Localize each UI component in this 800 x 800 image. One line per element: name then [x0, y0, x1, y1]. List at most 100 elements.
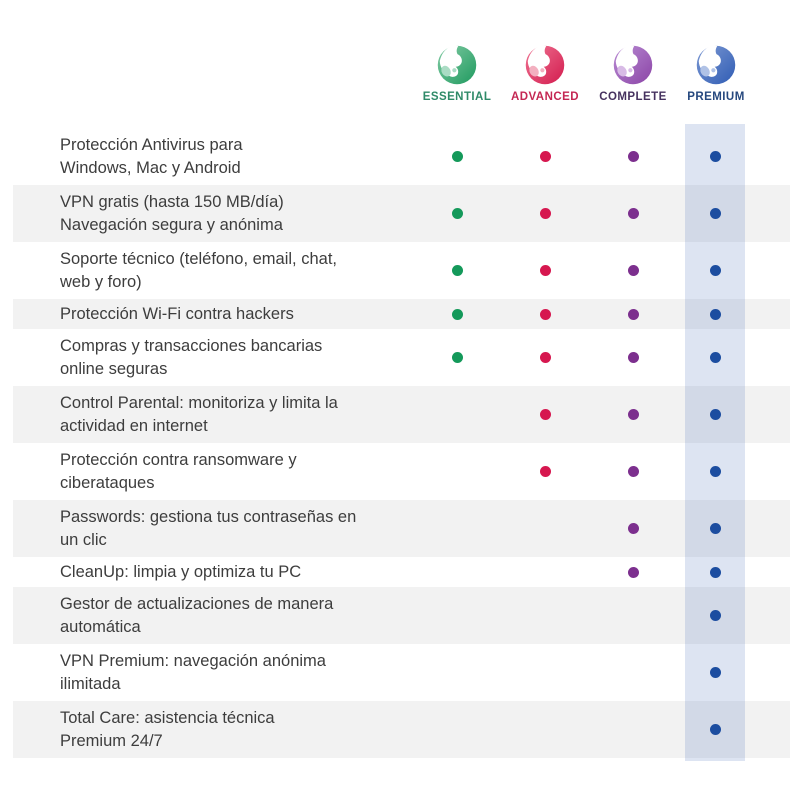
complete-cell — [589, 185, 677, 242]
table-row: Control Parental: monitoriza y limita la… — [13, 386, 790, 443]
table-row: Passwords: gestiona tus contraseñas en u… — [13, 500, 790, 557]
feature-label: Control Parental: monitoriza y limita la… — [60, 393, 338, 435]
panda-logo-blue-icon — [696, 45, 736, 85]
plan-column-complete: COMPLETE — [589, 44, 677, 103]
advanced-cell — [501, 587, 589, 644]
panda-logo-purple-icon — [613, 45, 653, 85]
advanced-cell — [501, 242, 589, 299]
feature-label: Total Care: asistencia técnica Premium 2… — [60, 708, 275, 750]
plan-name-complete: COMPLETE — [599, 91, 667, 103]
complete-cell — [589, 128, 677, 185]
premium-included-dot — [709, 523, 721, 534]
complete-cell — [589, 557, 677, 587]
essential-cell — [413, 443, 501, 500]
complete-included-dot — [627, 151, 639, 162]
complete-included-dot — [627, 265, 639, 276]
essential-cell — [413, 329, 501, 386]
essential-cell — [413, 587, 501, 644]
essential-cell — [413, 299, 501, 329]
table-row: CleanUp: limpia y optimiza tu PC — [13, 557, 790, 587]
premium-included-dot — [709, 724, 721, 735]
premium-included-dot — [709, 466, 721, 477]
essential-included-dot — [451, 208, 463, 219]
advanced-included-dot — [539, 151, 551, 162]
advanced-cell — [501, 386, 589, 443]
complete-included-dot — [627, 308, 639, 320]
panda-logo-red-icon — [525, 45, 565, 85]
feature-rows: Protección Antivirus para Windows, Mac y… — [13, 128, 790, 758]
plan-name-advanced: ADVANCED — [511, 91, 579, 103]
essential-included-dot — [451, 151, 463, 162]
complete-included-dot — [627, 523, 639, 534]
premium-cell — [677, 128, 753, 185]
premium-included-dot — [709, 566, 721, 578]
advanced-included-dot — [539, 466, 551, 477]
advanced-included-dot — [539, 409, 551, 420]
premium-included-dot — [709, 208, 721, 219]
advanced-cell — [501, 443, 589, 500]
premium-included-dot — [709, 667, 721, 678]
table-row: Gestor de actualizaciones de manera auto… — [13, 587, 790, 644]
advanced-cell — [501, 185, 589, 242]
table-row: VPN gratis (hasta 150 MB/día) Navegación… — [13, 185, 790, 242]
plan-name-premium: PREMIUM — [687, 91, 745, 103]
table-row: Total Care: asistencia técnica Premium 2… — [13, 701, 790, 758]
premium-cell — [677, 443, 753, 500]
feature-label: CleanUp: limpia y optimiza tu PC — [60, 562, 302, 581]
essential-cell — [413, 386, 501, 443]
plans-header: ESSENTIAL ADVANCED COMPLETE PREMIUM — [0, 44, 800, 116]
essential-cell — [413, 644, 501, 701]
complete-cell — [589, 386, 677, 443]
advanced-cell — [501, 299, 589, 329]
complete-included-dot — [627, 352, 639, 363]
premium-cell — [677, 242, 753, 299]
premium-included-dot — [709, 610, 721, 621]
premium-included-dot — [709, 308, 721, 320]
advanced-cell — [501, 701, 589, 758]
feature-label: Compras y transacciones bancarias online… — [60, 336, 323, 378]
complete-cell — [589, 443, 677, 500]
feature-label: Gestor de actualizaciones de manera auto… — [60, 594, 334, 636]
feature-label: Protección contra ransomware y ciberataq… — [60, 450, 297, 492]
complete-cell — [589, 644, 677, 701]
premium-cell — [677, 386, 753, 443]
table-row: Protección contra ransomware y ciberataq… — [13, 443, 790, 500]
premium-included-dot — [709, 265, 721, 276]
complete-included-dot — [627, 409, 639, 420]
complete-included-dot — [627, 566, 639, 578]
essential-cell — [413, 185, 501, 242]
feature-label: VPN gratis (hasta 150 MB/día) Navegación… — [60, 192, 284, 234]
premium-cell — [677, 701, 753, 758]
plan-name-essential: ESSENTIAL — [422, 91, 492, 103]
complete-included-dot — [627, 208, 639, 219]
premium-cell — [677, 587, 753, 644]
advanced-cell — [501, 329, 589, 386]
feature-label: Protección Wi-Fi contra hackers — [60, 304, 294, 323]
feature-label: Passwords: gestiona tus contraseñas en u… — [60, 507, 357, 549]
premium-cell — [677, 500, 753, 557]
plan-column-essential: ESSENTIAL — [413, 44, 501, 103]
premium-included-dot — [709, 409, 721, 420]
advanced-included-dot — [539, 352, 551, 363]
advanced-cell — [501, 128, 589, 185]
complete-cell — [589, 299, 677, 329]
complete-cell — [589, 587, 677, 644]
essential-included-dot — [451, 308, 463, 320]
essential-included-dot — [451, 265, 463, 276]
advanced-cell — [501, 557, 589, 587]
table-row: VPN Premium: navegación anónima ilimitad… — [13, 644, 790, 701]
complete-cell — [589, 701, 677, 758]
essential-cell — [413, 701, 501, 758]
feature-label: Protección Antivirus para Windows, Mac y… — [60, 135, 243, 177]
advanced-included-dot — [539, 265, 551, 276]
feature-label: VPN Premium: navegación anónima ilimitad… — [60, 651, 326, 693]
plan-column-advanced: ADVANCED — [501, 44, 589, 103]
complete-cell — [589, 500, 677, 557]
feature-label: Soporte técnico (teléfono, email, chat, … — [60, 249, 337, 291]
table-row: Soporte técnico (teléfono, email, chat, … — [13, 242, 790, 299]
advanced-cell — [501, 500, 589, 557]
essential-cell — [413, 557, 501, 587]
table-row: Protección Wi-Fi contra hackers — [13, 299, 790, 329]
panda-logo-green-icon — [437, 45, 477, 85]
